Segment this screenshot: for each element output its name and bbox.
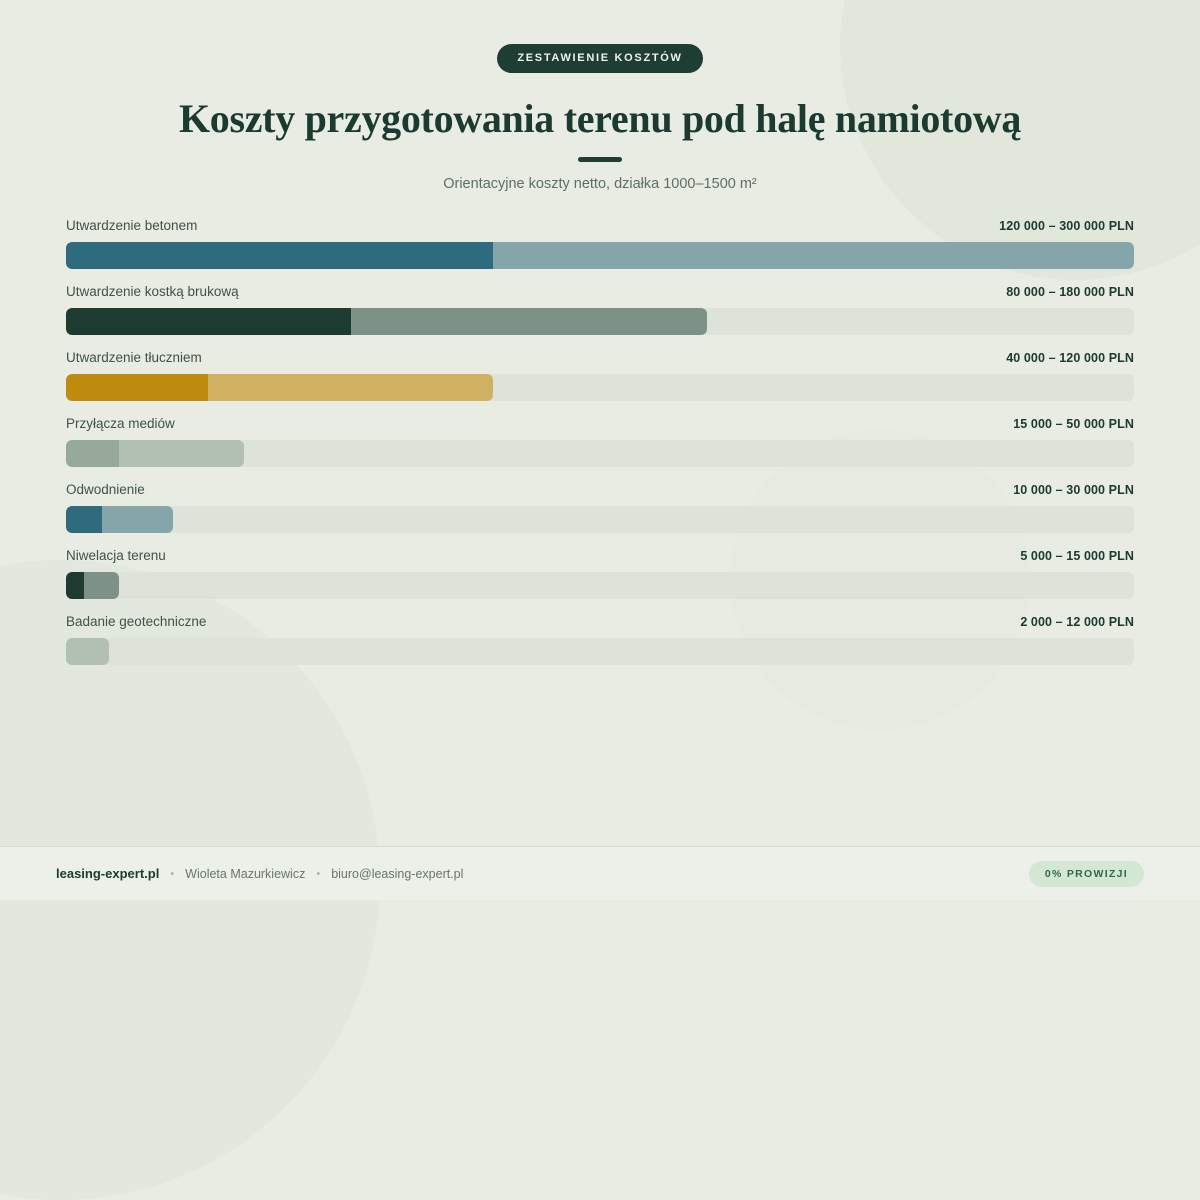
chart-row: Niwelacja terenu 5 000 – 15 000 PLN: [66, 548, 1134, 599]
chart-bar-min: [66, 242, 494, 269]
chart-row-head: Badanie geotechniczne 2 000 – 12 000 PLN: [66, 614, 1134, 629]
footer-brand[interactable]: leasing-expert.pl: [56, 866, 160, 881]
footer: leasing-expert.pl • Wioleta Mazurkiewicz…: [0, 846, 1200, 900]
chart-row-head: Odwodnienie 10 000 – 30 000 PLN: [66, 482, 1134, 497]
chart-row-track: [66, 440, 1134, 467]
chart-row: Odwodnienie 10 000 – 30 000 PLN: [66, 482, 1134, 533]
chart-bar-min: [66, 572, 84, 599]
chart-row-head: Niwelacja terenu 5 000 – 15 000 PLN: [66, 548, 1134, 563]
chart-row: Utwardzenie kostką brukową 80 000 – 180 0…: [66, 284, 1134, 335]
chart-row-value: 10 000 – 30 000 PLN: [1013, 483, 1134, 497]
chart-row-value: 5 000 – 15 000 PLN: [1020, 549, 1134, 563]
chart-row: Utwardzenie tłuczniem 40 000 – 120 000 PL…: [66, 350, 1134, 401]
chart-row: Badanie geotechniczne 2 000 – 12 000 PLN: [66, 614, 1134, 665]
chart-row-value: 120 000 – 300 000 PLN: [999, 219, 1134, 233]
footer-separator-2: •: [316, 867, 321, 880]
chart-bar-min: [66, 440, 120, 467]
chart-row-label: Utwardzenie betonem: [66, 218, 198, 233]
chart-bar-min: [66, 374, 209, 401]
chart-bar-min: [66, 506, 102, 533]
chart-row-head: Utwardzenie tłuczniem 40 000 – 120 000 PL…: [66, 350, 1134, 365]
chart-row-track: [66, 638, 1134, 665]
chart-row-track: [66, 308, 1134, 335]
footer-email[interactable]: biuro@leasing-expert.pl: [331, 866, 464, 881]
chart-row-value: 2 000 – 12 000 PLN: [1020, 615, 1134, 629]
chart-row-label: Badanie geotechniczne: [66, 614, 207, 629]
chart-row-label: Utwardzenie kostką brukową: [66, 284, 239, 299]
chart-row-value: 15 000 – 50 000 PLN: [1013, 417, 1134, 431]
footer-person: Wioleta Mazurkiewicz: [185, 866, 306, 881]
header: ZESTAWIENIE KOSZTÓW Koszty przygotowania…: [0, 0, 1200, 192]
chart-row: Przyłącza mediów 15 000 – 50 000 PLN: [66, 416, 1134, 467]
footer-credits: leasing-expert.pl • Wioleta Mazurkiewicz…: [56, 866, 463, 881]
chart-bar-min: [66, 638, 74, 665]
chart-row-head: Przyłącza mediów 15 000 – 50 000 PLN: [66, 416, 1134, 431]
chart-bar-min: [66, 308, 352, 335]
title-divider: [578, 157, 622, 162]
footer-separator-1: •: [170, 867, 175, 880]
chart-row-head: Utwardzenie kostką brukową 80 000 – 180 0…: [66, 284, 1134, 299]
chart-row-track: [66, 506, 1134, 533]
chart-row-label: Przyłącza mediów: [66, 416, 175, 431]
chart-row-track: [66, 572, 1134, 599]
commission-badge: 0% PROWIZJI: [1028, 860, 1144, 887]
cost-range-chart: Utwardzenie betonem 120 000 – 300 000 PLN…: [66, 218, 1134, 680]
chart-row-track: [66, 374, 1134, 401]
infographic-sheet: ZESTAWIENIE KOSZTÓW Koszty przygotowania…: [0, 0, 1200, 680]
page-subtitle: Orientacyjne koszty netto, działka 1000–…: [443, 176, 757, 192]
chart-row-head: Utwardzenie betonem 120 000 – 300 000 PLN: [66, 218, 1134, 233]
chart-row-value: 40 000 – 120 000 PLN: [1006, 351, 1134, 365]
chart-row-label: Utwardzenie tłuczniem: [66, 350, 202, 365]
eyebrow-badge: ZESTAWIENIE KOSZTÓW: [497, 44, 703, 73]
chart-row-value: 80 000 – 180 000 PLN: [1006, 285, 1134, 299]
chart-row-track: [66, 242, 1134, 269]
chart-row-label: Niwelacja terenu: [66, 548, 166, 563]
chart-row: Utwardzenie betonem 120 000 – 300 000 PLN: [66, 218, 1134, 269]
chart-row-label: Odwodnienie: [66, 482, 145, 497]
page-title: Koszty przygotowania terenu pod halę nam…: [178, 96, 1022, 141]
